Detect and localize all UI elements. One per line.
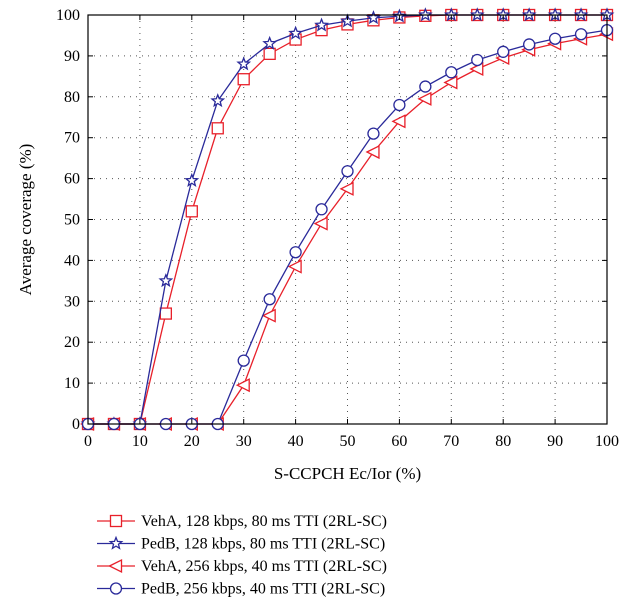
data-point [367, 127, 380, 140]
data-point [366, 10, 381, 25]
legend-label: VehA, 128 kbps, 80 ms TTI (2RL-SC) [141, 513, 387, 530]
data-point [471, 53, 484, 67]
data-point [574, 28, 588, 41]
data-point [237, 354, 250, 367]
data-point [261, 308, 276, 323]
x-tick-label: 0 [84, 433, 92, 450]
y-tick-label: 30 [64, 293, 80, 310]
data-point [236, 56, 252, 71]
legend-marker [109, 514, 123, 528]
data-point [185, 205, 198, 218]
data-point [339, 181, 354, 196]
data-point [340, 13, 355, 28]
legend-entry: VehA, 256 kbps, 40 ms TTI (2RL-SC) [97, 558, 387, 575]
data-point [262, 35, 278, 50]
data-point [443, 75, 458, 90]
data-point [158, 273, 174, 288]
y-tick-label: 40 [64, 252, 80, 269]
y-tick-label: 100 [56, 7, 80, 24]
legend-marker [109, 582, 123, 595]
data-point [289, 246, 302, 259]
data-point [287, 259, 302, 274]
data-point [341, 165, 354, 178]
data-point [159, 307, 173, 320]
legend-label: PedB, 128 kbps, 80 ms TTI (2RL-SC) [141, 536, 385, 553]
data-point [210, 93, 226, 108]
y-axis-label: Average coverage (%) [16, 144, 35, 296]
y-tick-label: 70 [64, 130, 80, 147]
legend-label: PedB, 256 kbps, 40 ms TTI (2RL-SC) [141, 581, 385, 598]
data-point [314, 17, 329, 32]
y-tick-label: 20 [64, 334, 80, 351]
data-point [211, 122, 224, 135]
legend-label: VehA, 256 kbps, 40 ms TTI (2RL-SC) [141, 558, 387, 575]
data-point [417, 91, 432, 106]
axis-ticks: 0 10 20 30 40 50 60 70 80 90 100 0 10 20 30 40 50 60 70 80 9… [56, 7, 619, 450]
y-tick-label: 60 [64, 171, 80, 188]
y-tick-label: 80 [64, 89, 80, 106]
x-tick-label: 70 [443, 433, 459, 450]
data-point [263, 293, 276, 306]
data-point [313, 216, 328, 231]
data-point [548, 32, 562, 45]
x-axis-label: S-CCPCH Ec/Ior (%) [274, 464, 421, 483]
legend: VehA, 128 kbps, 80 ms TTI (2RL-SC) PedB, … [97, 513, 387, 598]
data-point [393, 98, 406, 112]
legend-entry: VehA, 128 kbps, 80 ms TTI (2RL-SC) [97, 513, 387, 530]
series-line [88, 33, 608, 425]
data-point [365, 144, 380, 160]
x-tick-label: 30 [236, 433, 252, 450]
x-tick-label: 100 [595, 433, 619, 450]
grid-lines [88, 15, 607, 424]
legend-entry: PedB, 128 kbps, 80 ms TTI (2RL-SC) [97, 536, 385, 553]
data-point [315, 203, 328, 216]
x-tick-label: 90 [547, 433, 563, 450]
x-tick-label: 20 [184, 433, 200, 450]
data-point [419, 80, 432, 93]
data-point [391, 114, 406, 129]
legend-entry: PedB, 256 kbps, 40 ms TTI (2RL-SC) [97, 581, 385, 598]
y-tick-label: 50 [64, 212, 80, 229]
y-tick-label: 0 [72, 416, 80, 433]
data-point [184, 172, 200, 187]
x-tick-label: 80 [495, 433, 511, 450]
data-point [263, 47, 276, 61]
x-tick-label: 40 [288, 433, 304, 450]
y-tick-label: 90 [64, 48, 80, 65]
x-tick-label: 60 [391, 433, 407, 450]
x-tick-label: 10 [132, 433, 148, 450]
x-tick-label: 50 [340, 433, 356, 450]
series-2 [80, 7, 615, 431]
data-point [235, 378, 250, 393]
series-line [88, 29, 608, 425]
data-point [288, 25, 304, 40]
data-point [497, 45, 510, 58]
y-tick-label: 10 [64, 375, 80, 392]
legend-marker [108, 535, 124, 550]
data-point [237, 73, 250, 86]
data-point [445, 66, 458, 79]
series-4 [81, 23, 614, 431]
data-point [523, 38, 536, 51]
legend-marker [108, 558, 123, 574]
